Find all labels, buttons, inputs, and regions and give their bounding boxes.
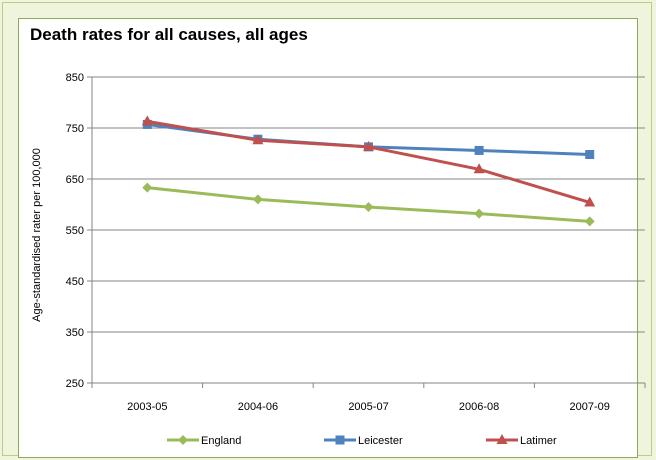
y-tick-label: 350	[66, 327, 84, 339]
legend-label-latimer: Latimer	[520, 435, 557, 447]
legend-marker-leicester	[335, 435, 345, 445]
data-point-latimer	[473, 163, 485, 174]
gridlines	[92, 76, 645, 384]
y-tick-label: 750	[66, 123, 84, 135]
legend-label-leicester: Leicester	[358, 435, 403, 447]
legend-label-england: England	[201, 435, 241, 447]
data-point-latimer	[363, 140, 374, 151]
x-tick-label: 2006-08	[459, 401, 499, 413]
y-tick-label: 250	[66, 378, 84, 390]
axes: 250 350 450 550 650 750 850 2003-05 2004-06 2005-…	[66, 72, 646, 413]
data-point-latimer	[584, 196, 596, 207]
data-point-england	[142, 182, 153, 193]
data-point-england	[474, 208, 485, 219]
series-line-latimer	[147, 119, 591, 204]
chart-title: Death rates for all causes, all ages	[30, 25, 308, 44]
data-point-england	[363, 202, 374, 213]
y-axis-label: Age-standardised rater per 100,000	[31, 148, 43, 322]
x-tick-label: 2004-06	[238, 401, 278, 413]
x-tick-label: 2005-07	[348, 401, 388, 413]
data-point-leicester	[474, 145, 484, 155]
y-tick-label: 550	[66, 225, 84, 237]
legend: England Leicester Latimer	[167, 434, 557, 447]
series-group	[141, 115, 596, 227]
legend-marker-latimer	[496, 434, 508, 444]
y-tick-label: 850	[66, 72, 84, 84]
legend-marker-england	[178, 435, 188, 445]
data-point-latimer	[252, 134, 264, 145]
x-tick-label: 2007-09	[570, 401, 610, 413]
x-tick-label: 2003-05	[127, 401, 167, 413]
data-point-england	[584, 216, 595, 227]
y-tick-label: 450	[66, 276, 84, 288]
data-point-leicester	[585, 150, 595, 160]
data-point-latimer	[141, 115, 153, 126]
y-tick-label: 650	[66, 174, 84, 186]
data-point-england	[252, 194, 263, 205]
